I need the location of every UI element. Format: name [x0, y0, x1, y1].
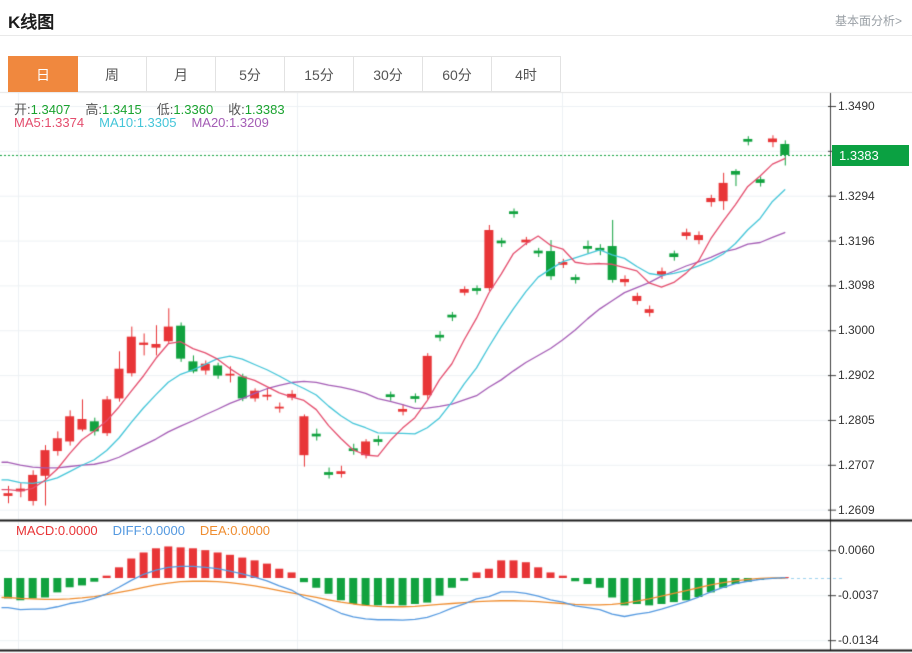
legend-value: 1.3360 — [173, 102, 214, 117]
price-axis-label: 1.3196 — [838, 233, 875, 248]
legend-label: DEA: — [199, 523, 231, 538]
price-axis-label: 1.3098 — [838, 278, 875, 293]
ma-legend-item: MA10:1.3305 — [99, 115, 176, 130]
ohlc-legend-item: 开:1.3407 — [14, 102, 70, 117]
price-axis-label: 1.3490 — [838, 99, 875, 113]
price-axis-label: 1.2609 — [838, 502, 875, 517]
price-axis-label: 1.2902 — [838, 368, 875, 383]
legend-value: 1.3407 — [30, 102, 71, 117]
ohlc-legend-item: 低:1.3360 — [157, 102, 213, 117]
legend-value: 1.3305 — [136, 115, 177, 130]
legend-label: 开: — [14, 102, 31, 117]
macd-axis-label: -0.0134 — [838, 633, 879, 648]
ma-legend: MA5:1.3374 MA10:1.3305 MA20:1.3209 — [14, 115, 284, 130]
price-axis-label: 1.2805 — [838, 412, 875, 427]
macd-legend-item: DEA:0.0000 — [200, 523, 270, 538]
legend-label: 收: — [228, 102, 245, 117]
ma-legend-item: MA20:1.3209 — [191, 115, 268, 130]
legend-value: 0.0000 — [145, 523, 185, 538]
legend-value: 0.0000 — [230, 523, 271, 538]
legend-value: 1.3415 — [102, 102, 142, 117]
ohlc-legend: 开:1.3407 高:1.3415 低:1.3360 收:1.3383 — [14, 99, 300, 118]
legend-label: MA10: — [99, 115, 137, 130]
ma-legend-item: MA5:1.3374 — [14, 115, 84, 130]
legend-value: 1.3374 — [44, 115, 85, 130]
macd-legend: MACD:0.0000 DIFF:0.0000 DEA:0.0000 — [16, 523, 285, 538]
macd-legend-item: DIFF:0.0000 — [113, 523, 185, 538]
price-axis-label: 1.3000 — [838, 323, 875, 338]
macd-legend-item: MACD:0.0000 — [16, 523, 98, 538]
legend-label: 高: — [85, 102, 103, 117]
legend-label: DIFF: — [112, 523, 146, 538]
current-price-badge: 1.3383 — [832, 145, 909, 166]
legend-label: MA20: — [191, 115, 230, 130]
legend-value: 1.3383 — [244, 102, 285, 117]
tab-period-0[interactable]: 日 — [8, 56, 78, 92]
ohlc-legend-item: 高:1.3415 — [85, 102, 141, 117]
price-axis-label: 1.2707 — [838, 457, 875, 472]
legend-label: 低: — [156, 102, 174, 117]
macd-axis-label: -0.0037 — [838, 588, 879, 603]
price-axis-label: 1.3294 — [838, 188, 875, 203]
legend-label: MA5: — [14, 115, 45, 130]
legend-value: 1.3209 — [229, 115, 269, 130]
macd-axis-label: 0.0060 — [838, 543, 875, 558]
ohlc-legend-item: 收:1.3383 — [228, 102, 284, 117]
legend-label: MACD: — [16, 523, 58, 538]
legend-value: 0.0000 — [57, 523, 98, 538]
